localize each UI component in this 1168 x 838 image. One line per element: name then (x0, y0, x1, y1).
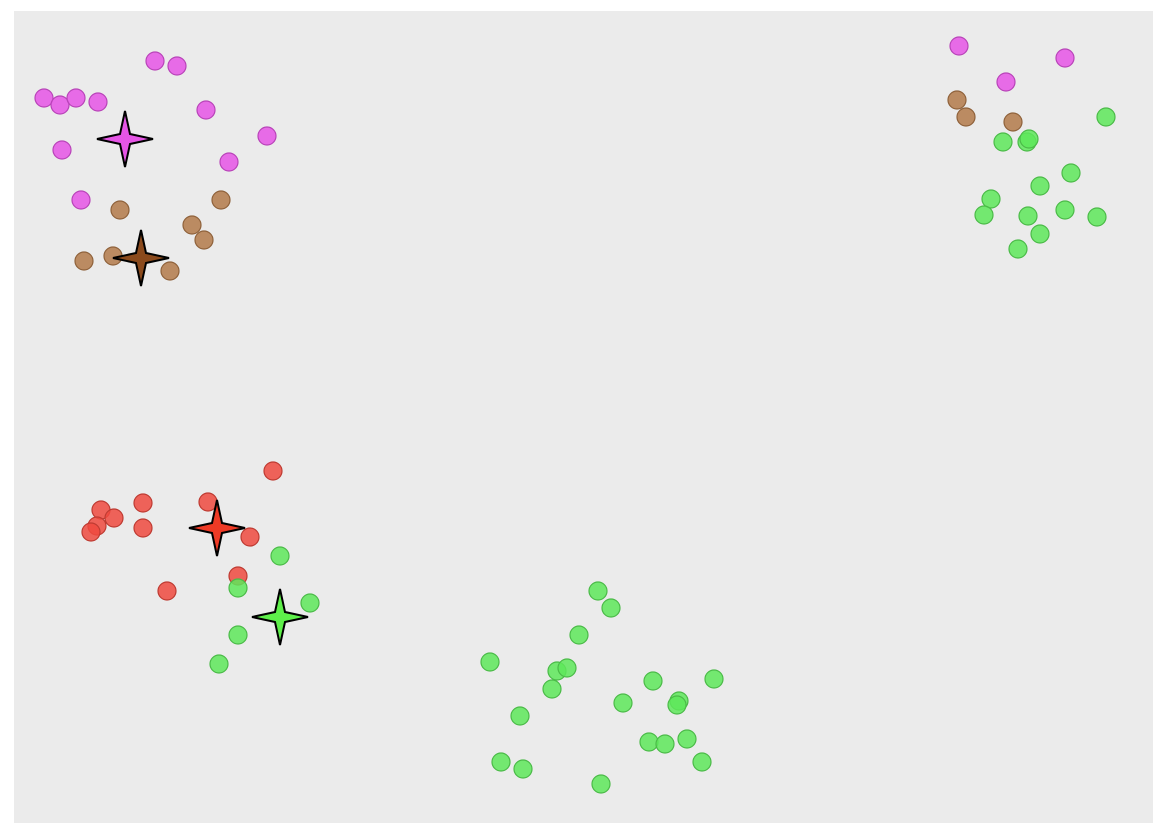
data-point (950, 37, 968, 55)
data-point (197, 101, 215, 119)
data-point (1056, 49, 1074, 67)
data-point (75, 252, 93, 270)
data-point (1004, 113, 1022, 131)
data-point (693, 753, 711, 771)
data-point (558, 659, 576, 677)
data-point (514, 760, 532, 778)
data-point (51, 96, 69, 114)
data-point (705, 670, 723, 688)
data-point (668, 696, 686, 714)
data-point (158, 582, 176, 600)
data-point (1009, 240, 1027, 258)
data-point (35, 89, 53, 107)
data-point (210, 655, 228, 673)
data-point (994, 133, 1012, 151)
data-point (72, 191, 90, 209)
data-point (161, 262, 179, 280)
data-point (301, 594, 319, 612)
data-point (1088, 208, 1106, 226)
data-point (258, 127, 276, 145)
data-point (146, 52, 164, 70)
data-point (82, 523, 100, 541)
data-point (948, 91, 966, 109)
data-point (640, 733, 658, 751)
data-point (241, 528, 259, 546)
data-point (975, 206, 993, 224)
data-point (656, 735, 674, 753)
data-point (134, 494, 152, 512)
data-point (105, 509, 123, 527)
data-point (543, 680, 561, 698)
data-point (589, 582, 607, 600)
data-point (1097, 108, 1115, 126)
data-point (1056, 201, 1074, 219)
data-point (614, 694, 632, 712)
data-point (481, 653, 499, 671)
data-point (67, 89, 85, 107)
data-point (678, 730, 696, 748)
data-point (53, 141, 71, 159)
centroid-star-icon[interactable] (97, 111, 153, 167)
data-point (982, 190, 1000, 208)
data-point (957, 108, 975, 126)
data-point (602, 599, 620, 617)
data-point (271, 547, 289, 565)
data-point (195, 231, 213, 249)
data-point (212, 191, 230, 209)
data-point (570, 626, 588, 644)
data-point (1031, 225, 1049, 243)
data-point (229, 579, 247, 597)
data-point (1062, 164, 1080, 182)
data-point (168, 57, 186, 75)
data-point (644, 672, 662, 690)
data-point (183, 216, 201, 234)
data-point (89, 93, 107, 111)
data-point (229, 626, 247, 644)
data-point (997, 73, 1015, 91)
data-point (511, 707, 529, 725)
data-point (111, 201, 129, 219)
data-point (1020, 130, 1038, 148)
centroid-star-icon[interactable] (113, 230, 169, 286)
centroid-star-icon[interactable] (252, 589, 308, 645)
data-point (264, 462, 282, 480)
data-point (220, 153, 238, 171)
data-point (492, 753, 510, 771)
data-point (134, 519, 152, 537)
data-point (1019, 207, 1037, 225)
data-point (1031, 177, 1049, 195)
data-point (592, 775, 610, 793)
centroid-star-icon[interactable] (189, 500, 245, 556)
